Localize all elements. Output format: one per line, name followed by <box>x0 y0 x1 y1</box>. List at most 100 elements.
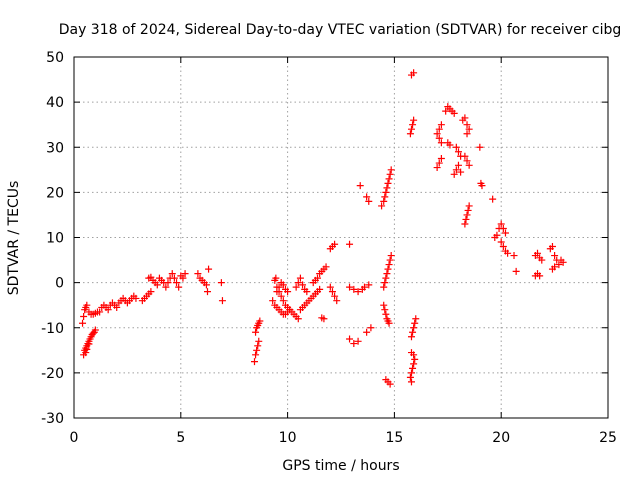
data-point <box>286 306 294 314</box>
y-tick-label: 10 <box>46 231 64 247</box>
data-point <box>272 274 280 282</box>
data-point <box>252 328 260 336</box>
data-point <box>551 252 559 260</box>
data-point <box>275 283 283 291</box>
y-tick-label: -20 <box>41 366 64 382</box>
data-point <box>478 182 486 190</box>
data-point <box>409 328 417 336</box>
y-tick-label: -30 <box>41 411 64 427</box>
data-point <box>461 220 469 228</box>
data-point <box>497 238 505 246</box>
axis-ticks: 0 5 10 15 20 25 -30 -20 -10 0 10 20 30 40 50 <box>41 50 617 446</box>
data-point <box>442 107 450 115</box>
data-point <box>175 283 183 291</box>
data-point <box>273 288 281 296</box>
x-tick-label: 10 <box>279 430 297 446</box>
data-point <box>463 130 471 138</box>
data-point <box>164 279 172 287</box>
data-point <box>489 195 497 203</box>
data-point <box>386 380 394 388</box>
data-point <box>538 256 546 264</box>
data-point <box>363 328 371 336</box>
data-point <box>179 274 187 282</box>
data-point <box>354 337 362 345</box>
data-point <box>381 306 389 314</box>
data-point <box>386 170 394 178</box>
data-point <box>433 164 441 172</box>
data-point <box>461 114 469 122</box>
data-point <box>380 301 388 309</box>
data-point <box>350 340 358 348</box>
data-point <box>454 148 462 156</box>
data-point <box>113 303 121 311</box>
data-point <box>548 243 556 251</box>
data-point <box>356 182 364 190</box>
data-point <box>411 319 419 327</box>
data-point <box>85 340 93 348</box>
data-point <box>452 166 460 174</box>
x-tick-label: 15 <box>385 430 403 446</box>
data-point <box>333 297 341 305</box>
data-point <box>380 197 388 205</box>
data-point <box>279 281 287 289</box>
data-point <box>386 256 394 264</box>
data-point <box>410 351 418 359</box>
data-point <box>382 188 390 196</box>
data-point <box>410 116 418 124</box>
data-point <box>204 288 211 296</box>
data-point <box>385 319 393 327</box>
grid <box>74 57 608 418</box>
data-point <box>504 249 512 257</box>
data-point <box>91 326 99 334</box>
data-point <box>510 252 518 260</box>
y-tick-label: 40 <box>46 95 64 111</box>
data-point <box>465 202 473 210</box>
data-point <box>493 231 501 239</box>
y-axis-label: SDTVAR / TECUs <box>6 181 22 296</box>
data-point <box>446 141 454 149</box>
data-point <box>331 240 339 248</box>
data-point <box>499 224 507 232</box>
data-point <box>461 152 469 160</box>
data-point <box>363 193 371 201</box>
data-point <box>437 139 445 147</box>
data-point <box>331 292 339 300</box>
data-point <box>354 288 362 296</box>
data-point <box>454 161 462 169</box>
data-point <box>292 283 300 291</box>
data-point <box>462 215 470 223</box>
y-tick-label: 0 <box>55 276 64 292</box>
data-point <box>412 315 420 323</box>
data-point <box>170 274 178 282</box>
data-point <box>463 157 471 165</box>
data-point <box>380 283 388 291</box>
data-point <box>465 161 473 169</box>
data-point <box>83 345 91 353</box>
data-point <box>253 346 261 354</box>
data-point <box>217 279 225 287</box>
data-point <box>551 263 559 271</box>
data-point <box>132 294 140 302</box>
data-point <box>79 319 87 327</box>
data-point <box>559 258 567 266</box>
y-tick-label: -10 <box>41 321 64 337</box>
data-point <box>346 283 354 291</box>
data-point <box>409 364 417 372</box>
data-point <box>410 324 418 332</box>
data-point <box>299 281 307 289</box>
data-point <box>194 270 202 278</box>
data-point <box>173 279 181 287</box>
data-point <box>435 125 443 133</box>
data-point <box>382 274 390 282</box>
data-point <box>147 288 155 296</box>
data-point <box>435 134 443 142</box>
data-point <box>381 279 389 287</box>
data-point <box>218 297 226 305</box>
data-point <box>501 229 509 237</box>
y-tick-label: 50 <box>46 50 64 66</box>
data-point <box>410 69 418 77</box>
data-point <box>512 267 520 275</box>
data-point <box>314 274 322 282</box>
data-point <box>83 301 91 309</box>
